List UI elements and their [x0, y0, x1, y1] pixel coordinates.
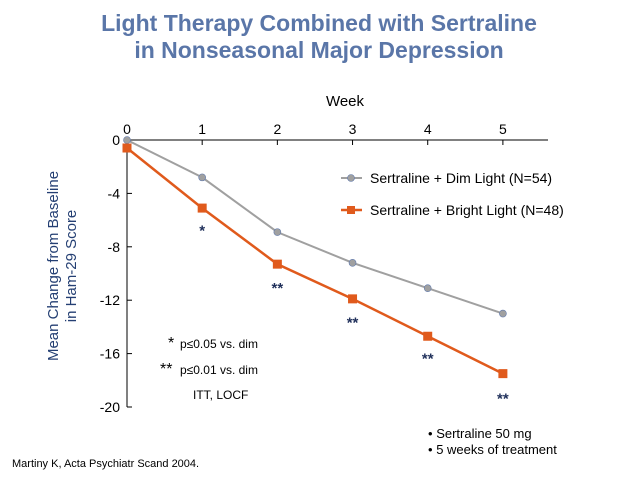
- citation: Martiny K, Acta Psychiatr Scand 2004.: [12, 458, 200, 470]
- x-tick-label: 1: [198, 121, 206, 137]
- significance-star: **: [347, 315, 359, 332]
- series-layer: [122, 136, 508, 379]
- x-tick-label: 5: [499, 121, 507, 137]
- bright-light-point: [122, 143, 132, 153]
- x-axis-label: Week: [326, 93, 365, 110]
- legend-bright-marker: [347, 206, 355, 214]
- legend-dim-label: Sertraline + Dim Light (N=54): [370, 170, 552, 186]
- dim-light-point: [273, 228, 282, 236]
- significance-star: **: [422, 351, 434, 368]
- dim-light-point: [123, 136, 131, 144]
- key-itt-text: ITT, LOCF: [193, 388, 248, 402]
- y-tick-label: 0: [112, 132, 120, 148]
- chart-title-line-1: Light Therapy Combined with Sertraline: [101, 10, 537, 36]
- key-single-star-text: p≤0.05 vs. dim: [180, 337, 258, 351]
- bullet-text: 5 weeks of treatment: [436, 442, 557, 457]
- axis-group: [126, 139, 548, 407]
- dim-light-point: [198, 173, 206, 182]
- legend: Sertraline + Dim Light (N=54) Sertraline…: [341, 170, 564, 218]
- bright-light-point: [272, 259, 282, 269]
- dim-light-point: [499, 309, 507, 318]
- bullet-char: •: [428, 442, 433, 457]
- series-line-dim-light: [126, 139, 504, 315]
- key-single-star: *: [168, 335, 174, 352]
- bright-light-point: [423, 331, 433, 341]
- significance-star: *: [199, 222, 205, 239]
- dim-light-point: [348, 259, 357, 267]
- bullet-text: Sertraline 50 mg: [436, 426, 532, 441]
- y-axis-label: Mean Change from Baseline in Ham-29 Scor…: [45, 171, 80, 361]
- bullet-item: • Sertraline 50 mg: [428, 426, 557, 442]
- bullet-char: •: [428, 426, 433, 441]
- series-line-bright-light: [126, 147, 504, 375]
- bright-light-point: [197, 203, 207, 213]
- bright-light-point: [348, 294, 358, 304]
- chart-title-line-2: in Nonseasonal Major Depression: [134, 37, 504, 63]
- significance-star: **: [272, 280, 284, 297]
- bullet-item: • 5 weeks of treatment: [428, 442, 557, 458]
- y-tick-label: -16: [100, 346, 120, 362]
- x-tick-label: 4: [424, 121, 432, 137]
- y-tick-label: -4: [108, 185, 121, 201]
- key-double-star: **: [160, 361, 172, 378]
- key-double-star-text: p≤0.01 vs. dim: [180, 363, 258, 377]
- dim-light-point: [423, 284, 432, 292]
- y-axis-label-line-1: Mean Change from Baseline: [45, 171, 62, 361]
- x-tick-label: 2: [273, 121, 281, 137]
- y-tick-label: -12: [100, 292, 120, 308]
- x-ticks: 0 1 2 3 4 5: [123, 121, 507, 145]
- y-axis-label-line-2: in Ham-29 Score: [63, 210, 80, 323]
- significance-marks: *********: [199, 222, 509, 407]
- chart-title: Light Therapy Combined with Sertraline i…: [0, 10, 638, 64]
- y-tick-label: -8: [108, 239, 121, 255]
- x-tick-label: 3: [349, 121, 357, 137]
- notes-bullets: • Sertraline 50 mg • 5 weeks of treatmen…: [428, 426, 557, 458]
- y-tick-label: -20: [100, 399, 120, 415]
- significance-star: **: [497, 391, 509, 408]
- legend-dim-marker: [347, 174, 355, 182]
- y-ticks: 0 -4 -8 -12 -16 -20: [100, 132, 132, 415]
- x-tick-label: 0: [123, 121, 131, 137]
- legend-bright-label: Sertraline + Bright Light (N=48): [370, 202, 564, 218]
- bright-light-point: [498, 369, 508, 379]
- significance-key: * p≤0.05 vs. dim ** p≤0.01 vs. dim ITT, …: [160, 335, 258, 402]
